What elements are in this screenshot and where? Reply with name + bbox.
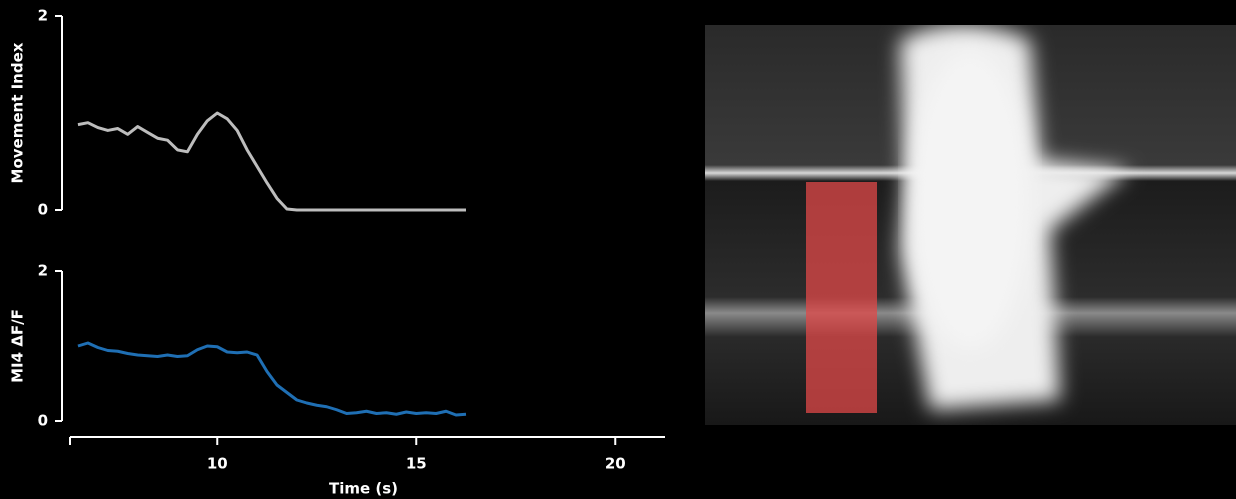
y-tick-label: 2	[38, 7, 48, 25]
x-tick-label: 10	[207, 455, 228, 473]
data-line	[78, 113, 466, 210]
x-axis-label: Time (s)	[329, 480, 398, 498]
y-axis-label: MI4 ΔF/F	[9, 309, 27, 383]
y-tick-label: 0	[38, 201, 48, 219]
y-tick-label: 0	[38, 412, 48, 430]
y-axis-label: Movement Index	[9, 42, 27, 183]
x-tick-label: 20	[605, 455, 626, 473]
x-tick-label: 15	[406, 455, 427, 473]
data-line	[78, 343, 466, 415]
microscopy-image	[705, 25, 1236, 425]
roi-box	[806, 182, 877, 413]
y-tick-label: 2	[38, 262, 48, 280]
figure: 0 2 Movement Index 0 2 MI4 ΔF/F 10 15 20 Time (s)	[0, 0, 1236, 499]
